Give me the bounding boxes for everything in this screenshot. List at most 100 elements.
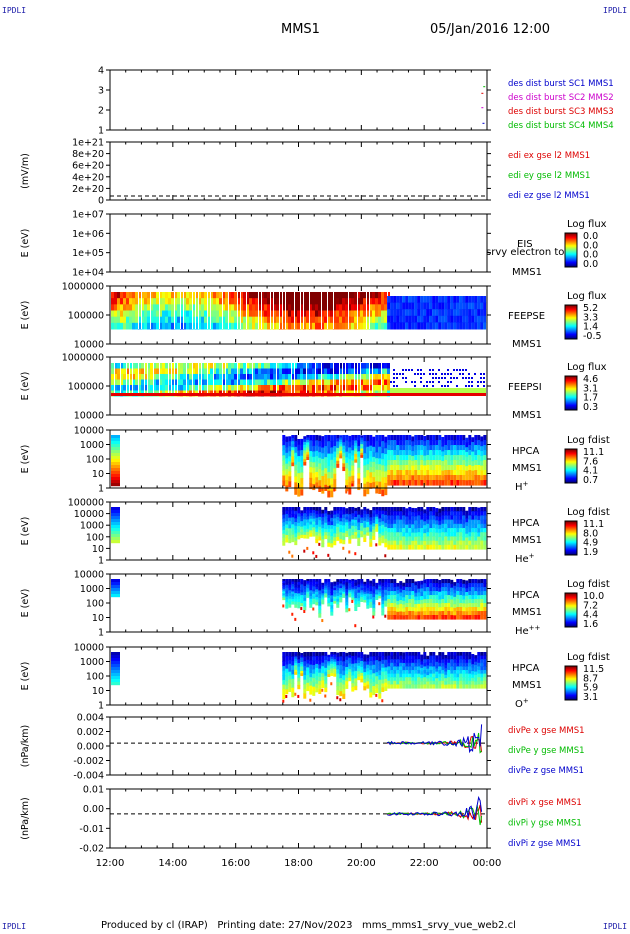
feepsi-cell (279, 363, 282, 369)
feepse-cell (459, 302, 463, 310)
hpca-cell (468, 599, 472, 604)
hpca-cell (330, 535, 334, 541)
hpca-cell (414, 585, 418, 590)
feepse-cell (381, 322, 384, 330)
feepse-cell (312, 322, 315, 330)
hpca-cell (375, 597, 379, 601)
feepsi-cell (369, 393, 372, 396)
hpca-cell (456, 579, 460, 584)
hpca-cell (426, 595, 430, 600)
feepse-cell (237, 292, 240, 299)
feepsi-cell (273, 363, 276, 369)
feepse-cell (444, 315, 448, 323)
colorbar-band (565, 398, 577, 400)
feepse-cell (156, 304, 159, 311)
hpca-cell (396, 540, 400, 546)
feepsi-cell (348, 393, 351, 396)
feepsi-cell (267, 374, 270, 380)
hpca-cell (111, 465, 120, 469)
feepsi-cell (144, 385, 147, 391)
hpca-cell (288, 601, 292, 605)
colorbar-band (565, 389, 577, 391)
colorbar-tick-label: 0.3 (583, 402, 598, 413)
hpca-cell (348, 514, 352, 519)
hpca-cell (423, 611, 427, 616)
feepse-cell (210, 316, 213, 324)
hpca-cell (426, 662, 430, 667)
feepsi-cell (252, 363, 255, 369)
hpca-cell (294, 482, 298, 489)
feepsi-cell (339, 385, 342, 391)
hpca-cell (306, 580, 310, 584)
hpca-cell (456, 540, 460, 546)
hpca-cell (288, 581, 292, 586)
feepse-cell (330, 322, 333, 330)
feepse-cell (372, 310, 375, 318)
hpca-cell (477, 544, 481, 550)
feepsi-cell (333, 379, 336, 386)
feepse-cell (396, 309, 400, 317)
hpca-cell (396, 582, 400, 588)
feepse-cell (348, 310, 351, 318)
hpca-cell (297, 535, 301, 540)
hpca-cell (426, 658, 430, 663)
hpca-cell (420, 470, 424, 476)
feepsi-cell (294, 385, 297, 391)
hpca-cell (318, 676, 322, 682)
hpca-cell (468, 440, 472, 446)
hpca-cell (417, 460, 421, 466)
colorbar-band (565, 241, 577, 243)
hpca-cell (417, 581, 421, 586)
hpca-cell (372, 466, 376, 473)
feepse-cell (447, 322, 451, 330)
hpca-cell (417, 523, 421, 529)
hpca-cell (294, 595, 298, 600)
hpca-cell (441, 536, 445, 542)
hpca-cell (459, 579, 463, 584)
feepsi-cell (213, 368, 216, 375)
hpca-cell (303, 447, 307, 452)
feepse-cell (381, 304, 384, 311)
hpca-cell (459, 607, 463, 612)
hpca-cell (441, 684, 445, 689)
hpca-cell (420, 671, 424, 676)
hpca-cell (411, 507, 415, 513)
hpca-cell (420, 580, 424, 586)
feepse-cell (201, 316, 204, 324)
feepsi-cell (312, 363, 315, 369)
hpca-cell (327, 453, 331, 461)
feepsi-cell (309, 393, 312, 396)
feepsi-dot (420, 369, 422, 371)
hpca-cell (354, 456, 358, 460)
hpca-cell (411, 603, 415, 608)
hpca-cell (342, 459, 346, 464)
feepse-cell (402, 322, 406, 330)
hpca-cell (282, 675, 286, 681)
feepse-cell (348, 316, 351, 324)
feepsi-cell (156, 379, 159, 386)
colorbar-title: Log flux (567, 219, 607, 230)
feepsi-cell (315, 385, 318, 391)
hpca-cell (324, 457, 328, 464)
hpca-cell (465, 456, 469, 462)
hpca-cell (345, 473, 349, 481)
hpca-cell (300, 659, 304, 663)
feepse-cell (423, 302, 427, 310)
hpca-cell (387, 480, 391, 486)
hpca-cell (378, 522, 382, 527)
feepsi-cell (297, 379, 300, 386)
hpca-cell (336, 438, 340, 443)
feepsi-cell (111, 385, 114, 391)
feepse-cell (204, 310, 207, 318)
feepse-cell (267, 292, 270, 299)
hpca-cell (393, 515, 397, 521)
feepsi-cell (345, 368, 348, 375)
hpca-cell (357, 510, 361, 516)
hpca-cell (336, 593, 340, 597)
hpca-cell (474, 440, 478, 446)
hpca-cell (411, 615, 415, 620)
hpca-cell (390, 519, 394, 525)
feepse-cell (147, 316, 150, 324)
feepsi-cell (390, 388, 393, 393)
hpca-cell (456, 470, 460, 476)
